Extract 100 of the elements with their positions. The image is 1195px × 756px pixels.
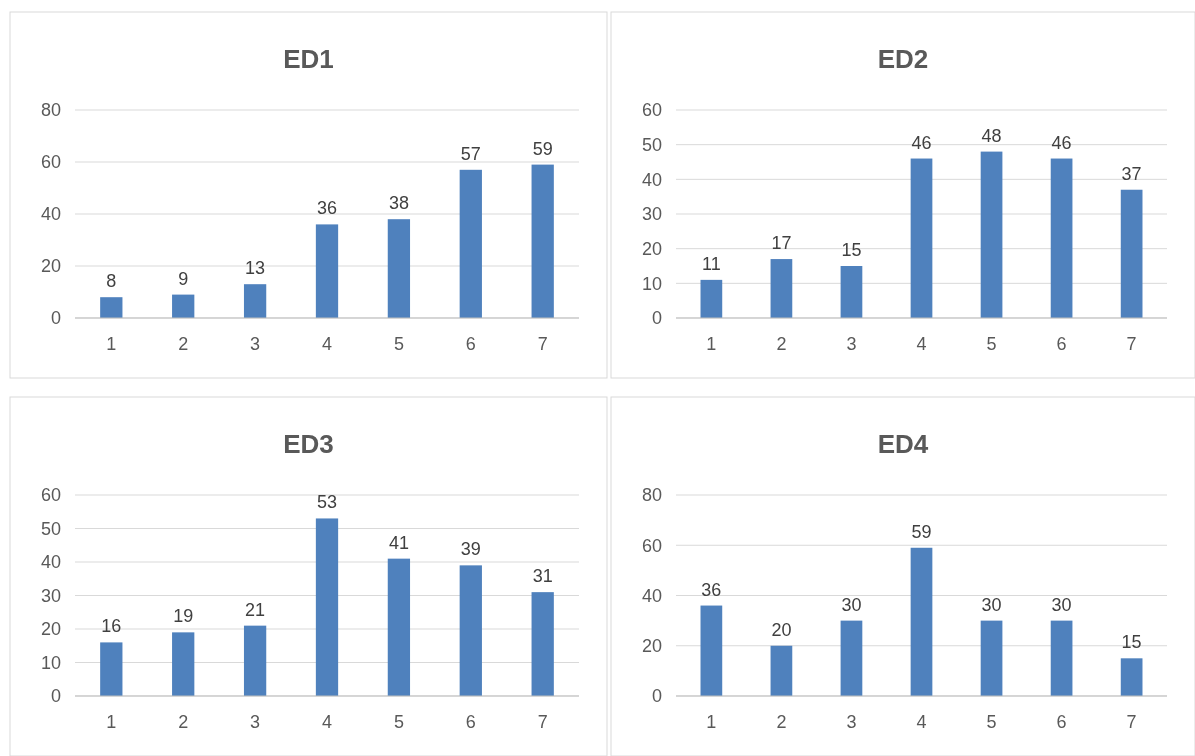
x-tick-label: 6	[1056, 712, 1067, 732]
x-tick-label: 4	[321, 712, 333, 732]
bar	[315, 224, 339, 318]
y-tick-label: 40	[40, 204, 61, 225]
bar	[1120, 658, 1143, 696]
y-tick-label: 40	[641, 169, 662, 190]
y-tick-label: 60	[641, 535, 662, 556]
y-tick-label: 80	[641, 485, 662, 506]
y-tick-label: 30	[40, 585, 61, 606]
chart-title: ED3	[283, 429, 334, 459]
data-label: 15	[841, 240, 862, 260]
y-tick-label: 50	[40, 518, 61, 539]
x-tick-label: 1	[106, 712, 117, 732]
bar	[100, 642, 123, 696]
data-label: 31	[532, 566, 553, 587]
y-tick-label: 30	[641, 204, 662, 225]
x-tick-label: 7	[537, 712, 548, 732]
y-tick-label: 0	[651, 686, 662, 707]
x-tick-label: 2	[178, 712, 189, 732]
x-tick-label: 4	[321, 334, 333, 354]
data-label: 53	[316, 492, 338, 513]
data-label: 19	[173, 606, 194, 627]
bar	[459, 169, 482, 318]
bar	[243, 625, 267, 696]
bar	[243, 284, 267, 318]
x-tick-label: 3	[846, 334, 857, 354]
chart-title: ED2	[877, 44, 929, 74]
x-tick-label: 5	[393, 712, 404, 732]
data-label: 36	[316, 198, 338, 219]
bar	[770, 259, 793, 318]
bar	[840, 620, 863, 696]
bar	[980, 151, 1003, 318]
data-label: 17	[771, 233, 792, 254]
bar	[700, 279, 723, 318]
y-tick-label: 40	[40, 552, 61, 573]
bar	[531, 164, 554, 318]
y-tick-label: 60	[641, 100, 662, 121]
data-label: 36	[701, 579, 722, 600]
data-label: 59	[532, 138, 553, 159]
x-tick-label: 1	[706, 712, 717, 732]
data-label: 13	[245, 258, 266, 279]
data-label: 16	[101, 616, 122, 637]
bar	[1050, 620, 1073, 696]
bar	[100, 297, 123, 318]
x-tick-label: 7	[537, 334, 548, 354]
bar	[840, 266, 863, 318]
bar	[459, 565, 482, 696]
bar	[1050, 158, 1073, 318]
y-tick-label: 20	[40, 256, 61, 277]
data-label: 39	[460, 539, 481, 560]
data-label: 20	[771, 619, 792, 640]
y-tick-label: 50	[641, 134, 662, 155]
bar	[700, 605, 723, 696]
data-label: 46	[911, 132, 932, 153]
x-tick-label: 2	[776, 334, 787, 354]
y-tick-label: 0	[50, 308, 61, 329]
data-label: 57	[460, 143, 481, 164]
x-tick-label: 1	[706, 334, 717, 354]
y-tick-label: 60	[40, 485, 61, 506]
x-tick-label: 6	[1056, 334, 1067, 354]
x-tick-label: 5	[393, 334, 404, 354]
x-tick-label: 6	[465, 712, 476, 732]
y-tick-label: 20	[641, 238, 662, 259]
y-tick-label: 80	[40, 100, 61, 121]
bar	[910, 547, 933, 696]
y-tick-label: 10	[641, 273, 662, 294]
x-tick-label: 5	[986, 712, 997, 732]
x-tick-label: 2	[178, 334, 189, 354]
chart-title: ED4	[877, 429, 929, 459]
x-tick-label: 7	[1126, 334, 1137, 354]
data-label: 30	[841, 594, 862, 615]
x-tick-label: 1	[106, 334, 117, 354]
y-tick-label: 20	[40, 619, 61, 640]
data-label: 59	[911, 521, 932, 542]
y-tick-label: 0	[50, 686, 61, 707]
bar	[172, 294, 195, 318]
data-label: 37	[1121, 163, 1142, 184]
data-label: 30	[1051, 594, 1072, 615]
chart-title: ED1	[283, 44, 334, 74]
x-tick-label: 4	[916, 334, 927, 354]
bar	[980, 620, 1003, 696]
data-label: 15	[1121, 632, 1142, 653]
bar	[387, 219, 411, 318]
bar	[315, 518, 339, 696]
x-tick-label: 6	[465, 334, 476, 354]
data-label: 9	[178, 268, 189, 289]
y-tick-label: 0	[651, 308, 662, 329]
data-label: 38	[388, 193, 409, 214]
bar	[531, 592, 554, 696]
y-tick-label: 10	[40, 652, 61, 673]
data-label: 21	[245, 599, 266, 620]
x-tick-label: 3	[250, 334, 261, 354]
bar	[770, 645, 793, 696]
data-label: 30	[981, 594, 1002, 615]
bar	[910, 158, 933, 318]
data-label: 8	[106, 271, 117, 292]
x-tick-label: 3	[846, 712, 857, 732]
y-tick-label: 60	[40, 152, 61, 173]
data-label: 11	[702, 253, 721, 274]
x-tick-label: 2	[776, 712, 787, 732]
